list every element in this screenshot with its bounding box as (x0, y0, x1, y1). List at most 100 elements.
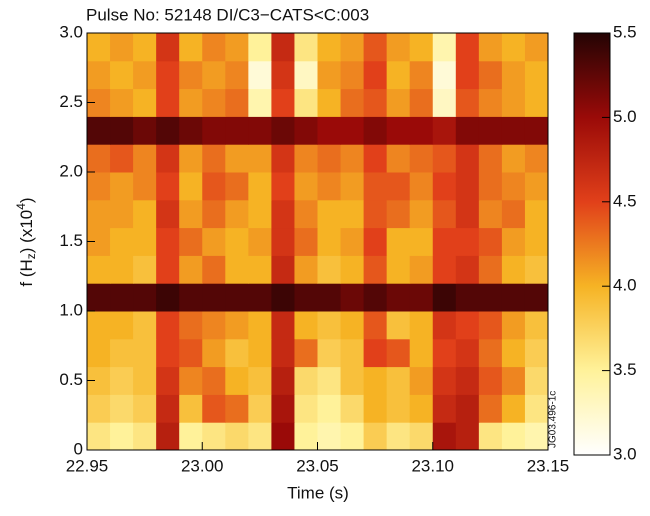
heatmap-cell (317, 338, 342, 368)
heatmap-cell (363, 422, 388, 451)
heatmap-cell (156, 283, 180, 312)
heatmap-cell (225, 283, 249, 312)
heatmap-cell (340, 255, 365, 284)
heatmap-cell (271, 311, 295, 340)
heatmap-cell (363, 144, 388, 173)
heatmap-cell (156, 255, 180, 284)
heatmap-cell (110, 116, 134, 145)
heatmap-cell (87, 172, 111, 201)
heatmap-cell (248, 88, 272, 117)
heatmap-cell (179, 88, 203, 117)
heatmap-cell (110, 227, 134, 256)
heatmap-cell (524, 172, 549, 201)
heatmap-cell (363, 88, 388, 117)
heatmap-cell (87, 422, 111, 451)
colorbar-tick-label: 3.0 (613, 444, 637, 463)
heatmap-cell (386, 422, 411, 451)
heatmap-cell (317, 366, 342, 395)
heatmap-cell (294, 422, 318, 451)
heatmap-cell (432, 366, 457, 395)
heatmap-cell (179, 394, 203, 423)
heatmap-cell (409, 199, 434, 229)
heatmap-cell (363, 255, 388, 284)
heatmap-cell (110, 255, 134, 284)
heatmap-cell (248, 394, 272, 423)
heatmap-cell (271, 366, 295, 395)
heatmap-cell (179, 199, 203, 229)
heatmap-cell (202, 283, 226, 312)
heatmap-cell (340, 33, 365, 62)
heatmap-cell (179, 60, 203, 90)
heatmap-cell (455, 88, 480, 117)
heatmap-cell (271, 172, 295, 201)
heatmap-cell (225, 60, 249, 90)
heatmap-cell (317, 227, 342, 256)
heatmap-cell (478, 88, 503, 117)
heatmap-cell (133, 172, 157, 201)
y-label-sub: z (24, 253, 38, 259)
y-tick-label: 3.0 (59, 22, 83, 41)
heatmap-cell (225, 227, 249, 256)
heatmap-cell (409, 366, 434, 395)
heatmap-cell (179, 116, 203, 145)
heatmap-cell (340, 366, 365, 395)
heatmap-cell (133, 33, 157, 62)
heatmap-cell (363, 199, 388, 229)
heatmap-cell (248, 199, 272, 229)
heatmap-cell (478, 172, 503, 201)
heatmap-cell (87, 60, 111, 90)
heatmap-cell (271, 422, 295, 451)
heatmap-cell (156, 172, 180, 201)
heatmap-cell (271, 227, 295, 256)
heatmap-cell (524, 144, 549, 173)
heatmap-cell (455, 283, 480, 312)
heatmap-cell (294, 311, 318, 340)
heatmap-cell (225, 144, 249, 173)
heatmap-cell (294, 172, 318, 201)
heatmap-cell (386, 283, 411, 312)
heatmap-cell (363, 60, 388, 90)
heatmap-cell (340, 172, 365, 201)
heatmap-cell (87, 199, 111, 229)
heatmap-cell (133, 116, 157, 145)
heatmap-cell (317, 88, 342, 117)
heatmap-cell (294, 33, 318, 62)
heatmap-cell (432, 60, 457, 90)
heatmap-cell (271, 116, 295, 145)
heatmap-cell (386, 33, 411, 62)
heatmap-cell (133, 338, 157, 368)
heatmap-cell (179, 255, 203, 284)
heatmap-cell (501, 283, 526, 312)
heatmap-cell (409, 394, 434, 423)
colorbar-tick-label: 5.5 (613, 22, 637, 41)
heatmap-cell (294, 338, 318, 368)
heatmap-cell (294, 88, 318, 117)
heatmap-cell (432, 311, 457, 340)
heatmap-cell (133, 422, 157, 451)
heatmap-cell (87, 311, 111, 340)
heatmap-cell (179, 283, 203, 312)
heatmap-cell (501, 116, 526, 145)
heatmap-cell (133, 144, 157, 173)
heatmap-cell (386, 366, 411, 395)
y-label-part: f (H (17, 259, 36, 286)
heatmap-cell (133, 227, 157, 256)
heatmap-cell (455, 255, 480, 284)
heatmap-cell (225, 422, 249, 451)
heatmap-cell (271, 88, 295, 117)
heatmap-cell (432, 255, 457, 284)
heatmap-cell (202, 199, 226, 229)
heatmap-cell (340, 422, 365, 451)
heatmap-cell (179, 366, 203, 395)
heatmap-cell (455, 338, 480, 368)
heatmap-cell (225, 33, 249, 62)
heatmap-cell (409, 227, 434, 256)
heatmap-cell (156, 116, 180, 145)
heatmap-cell (409, 88, 434, 117)
heatmap-cell (409, 283, 434, 312)
heatmap-cell (87, 283, 111, 312)
heatmap-cell (524, 366, 549, 395)
heatmap-cell (432, 283, 457, 312)
heatmap-cell (363, 227, 388, 256)
